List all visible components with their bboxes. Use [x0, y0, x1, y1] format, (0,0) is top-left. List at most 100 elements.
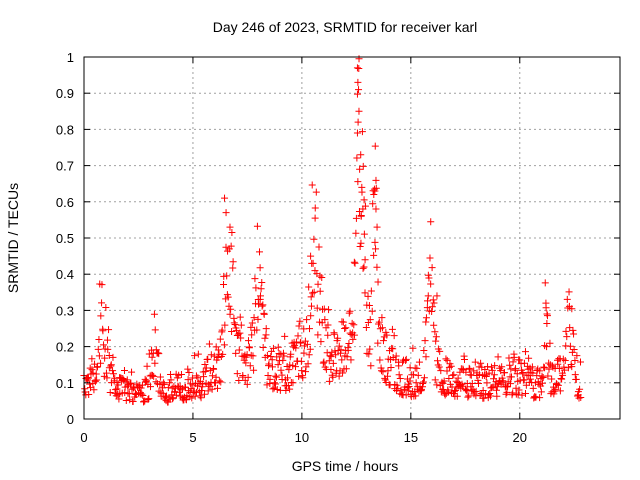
data-point: [201, 390, 209, 398]
data-point: [237, 321, 245, 329]
data-point: [199, 380, 207, 388]
data-point: [339, 318, 347, 326]
data-point: [349, 335, 357, 343]
data-point: [430, 321, 438, 329]
data-point: [160, 380, 168, 388]
data-point: [259, 301, 267, 309]
data-point: [154, 349, 162, 357]
data-point: [137, 384, 145, 392]
data-point: [536, 367, 544, 375]
data-point: [353, 64, 361, 72]
y-axis-title: SRMTID / TECUs: [5, 183, 21, 293]
x-tick-label: 15: [404, 430, 418, 445]
data-point: [397, 386, 405, 394]
data-point: [105, 326, 113, 334]
data-point: [563, 295, 571, 303]
data-point: [228, 328, 236, 336]
data-point: [142, 377, 150, 385]
data-point: [415, 358, 423, 366]
y-tick-label: 0.8: [56, 122, 74, 137]
data-point: [247, 323, 255, 331]
data-point: [569, 326, 577, 334]
data-point: [491, 362, 499, 370]
data-point: [429, 296, 437, 304]
data-point: [325, 377, 333, 385]
data-point: [89, 369, 97, 377]
data-point: [214, 353, 222, 361]
data-point: [226, 223, 234, 231]
data-point: [378, 314, 386, 322]
data-point: [427, 280, 435, 288]
data-point: [81, 388, 89, 396]
data-point: [487, 363, 495, 371]
data-point: [217, 378, 225, 386]
data-point: [107, 362, 115, 370]
data-point: [244, 337, 252, 345]
data-point: [568, 305, 576, 313]
data-point: [329, 373, 337, 381]
data-point: [321, 316, 329, 324]
data-point: [374, 320, 382, 328]
data-point: [508, 373, 516, 381]
data-point: [236, 313, 244, 321]
data-point: [122, 397, 130, 405]
data-point: [216, 335, 224, 343]
data-point: [257, 285, 265, 293]
data-point: [358, 128, 366, 136]
data-point: [148, 353, 156, 361]
data-point: [540, 363, 548, 371]
data-point: [375, 318, 383, 326]
data-point: [537, 388, 545, 396]
data-point: [144, 396, 152, 404]
data-point: [93, 363, 101, 371]
data-point: [505, 354, 513, 362]
data-point: [327, 353, 335, 361]
data-point: [532, 393, 540, 401]
data-point: [543, 343, 551, 351]
data-point: [350, 321, 358, 329]
data-point: [328, 348, 336, 356]
data-point: [139, 391, 147, 399]
data-point: [564, 304, 572, 312]
data-point: [336, 349, 344, 357]
data-point: [218, 326, 226, 334]
data-point: [348, 319, 356, 327]
data-point: [425, 274, 433, 282]
x-tick-label: 20: [513, 430, 527, 445]
y-tick-label: 0.3: [56, 303, 74, 318]
data-point: [366, 345, 374, 353]
data-point: [372, 245, 380, 253]
data-point: [285, 366, 293, 374]
data-point: [454, 374, 462, 382]
data-point: [414, 371, 422, 379]
data-point: [536, 394, 544, 402]
data-point: [233, 370, 241, 378]
data-point: [181, 383, 189, 391]
data-point: [434, 357, 442, 365]
data-point: [214, 346, 222, 354]
data-point: [386, 381, 394, 389]
data-point: [518, 391, 526, 399]
data-point: [395, 362, 403, 370]
data-point: [393, 381, 401, 389]
data-point: [355, 86, 363, 94]
data-point: [129, 397, 137, 405]
data-point: [554, 381, 562, 389]
data-point: [557, 374, 565, 382]
data-point: [262, 325, 270, 333]
data-point: [212, 373, 220, 381]
data-point: [303, 316, 311, 324]
data-point: [520, 359, 528, 367]
data-point: [313, 304, 321, 312]
data-point: [465, 392, 473, 400]
data-point: [346, 307, 354, 315]
data-point: [105, 351, 113, 359]
data-point: [445, 388, 453, 396]
data-point: [361, 289, 369, 297]
data-point: [224, 293, 232, 301]
data-point: [95, 352, 103, 360]
data-point: [350, 258, 358, 266]
data-point: [201, 360, 209, 368]
data-point: [271, 380, 279, 388]
data-point: [389, 345, 397, 353]
